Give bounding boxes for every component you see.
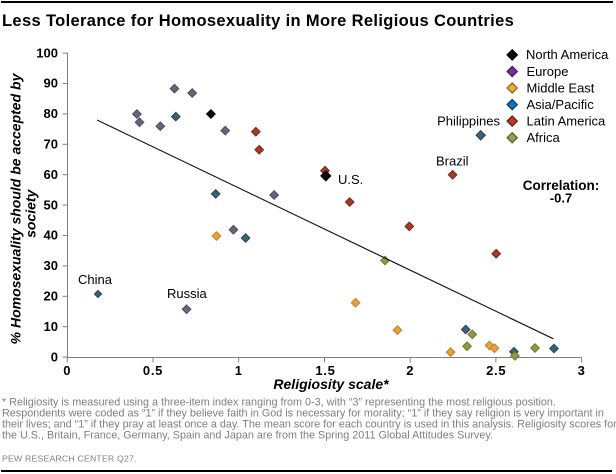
svg-text:40: 40 <box>44 228 58 243</box>
svg-text:Less Tolerance for Homosexuali: Less Tolerance for Homosexuality in More… <box>2 12 514 30</box>
svg-text:North America: North America <box>526 47 609 62</box>
svg-text:10: 10 <box>44 319 58 334</box>
svg-text:30: 30 <box>44 258 58 273</box>
svg-text:0: 0 <box>51 349 58 364</box>
svg-text:100: 100 <box>36 45 58 60</box>
svg-text:70: 70 <box>44 137 58 152</box>
svg-text:Brazil: Brazil <box>436 154 469 169</box>
svg-text:0: 0 <box>63 363 71 378</box>
svg-text:1.5: 1.5 <box>315 363 335 378</box>
svg-text:Latin America: Latin America <box>527 113 607 128</box>
svg-text:2: 2 <box>406 363 414 378</box>
svg-text:Religiosity scale*: Religiosity scale* <box>273 376 389 392</box>
svg-text:Africa: Africa <box>527 130 561 145</box>
svg-text:20: 20 <box>44 289 58 304</box>
svg-text:60: 60 <box>44 167 58 182</box>
svg-text:Philippines: Philippines <box>437 114 500 129</box>
svg-text:Correlation:: Correlation: <box>523 178 600 193</box>
svg-text:-0.7: -0.7 <box>550 191 572 206</box>
svg-text:Russia: Russia <box>167 286 208 301</box>
svg-text:U.S.: U.S. <box>338 172 363 187</box>
svg-text:3: 3 <box>578 363 586 378</box>
svg-text:* Religiosity is measured usin: * Religiosity is measured using a three-… <box>2 397 556 409</box>
svg-text:Europe: Europe <box>527 64 569 79</box>
svg-text:% Homosexuality should be acce: % Homosexuality should be accepted by <box>8 72 24 344</box>
svg-text:society: society <box>23 188 39 237</box>
svg-text:their lives; and “1” if they p: their lives; and “1” if they pray at lea… <box>2 419 616 431</box>
svg-text:90: 90 <box>44 76 58 91</box>
svg-text:PEW RESEARCH CENTER Q27.: PEW RESEARCH CENTER Q27. <box>2 454 137 464</box>
svg-text:1: 1 <box>235 363 243 378</box>
svg-text:Asia/Pacific: Asia/Pacific <box>527 97 595 112</box>
svg-text:Middle East: Middle East <box>527 80 595 95</box>
svg-text:the U.S., Britain, France, Ger: the U.S., Britain, France, Germany, Spai… <box>2 430 493 442</box>
svg-text:0.5: 0.5 <box>143 363 163 378</box>
svg-text:2.5: 2.5 <box>486 363 506 378</box>
svg-text:50: 50 <box>44 197 58 212</box>
svg-text:Respondents were coded as “1”: Respondents were coded as “1” if they be… <box>2 408 604 420</box>
svg-text:80: 80 <box>44 106 58 121</box>
svg-text:China: China <box>78 272 113 287</box>
